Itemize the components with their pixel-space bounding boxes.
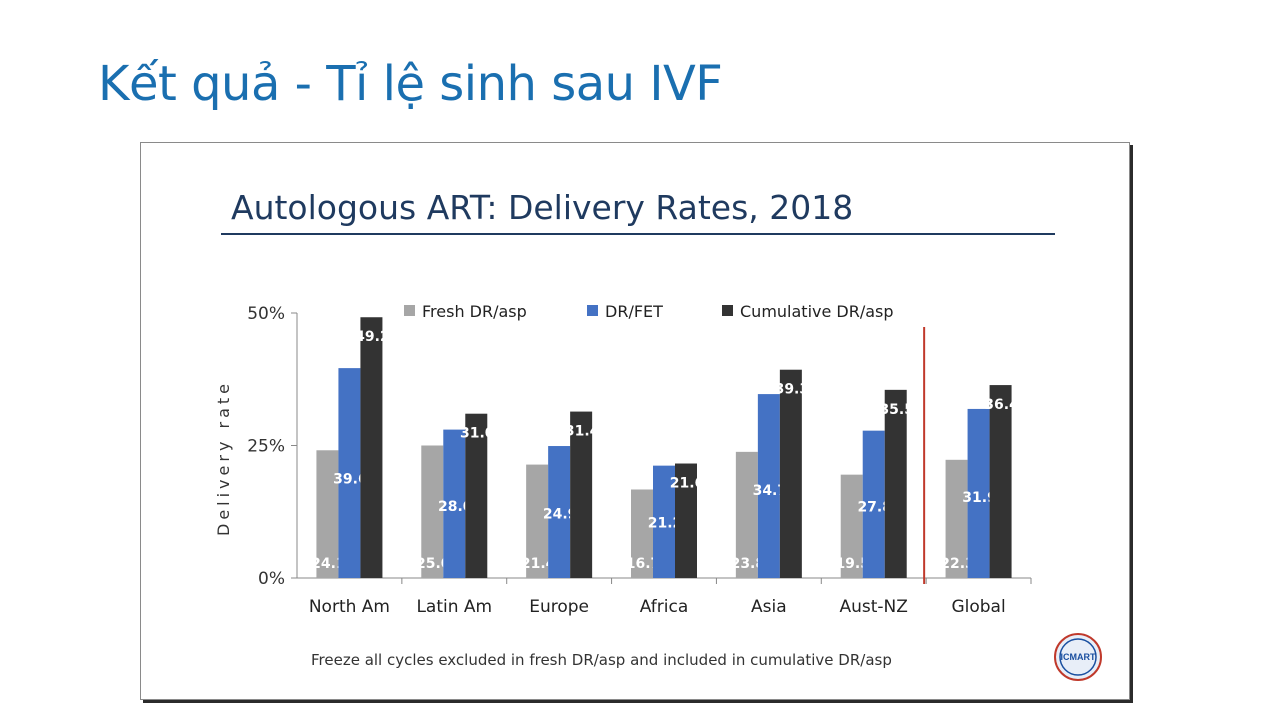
x-category-label: Latin Am bbox=[416, 597, 492, 617]
data-label: 49.2 bbox=[355, 329, 390, 345]
data-label: 25.0 bbox=[416, 556, 451, 572]
data-label: 27.8 bbox=[857, 500, 892, 516]
bar-fet bbox=[653, 465, 675, 578]
x-category-label: Europe bbox=[529, 597, 589, 617]
data-label: 39.3 bbox=[775, 382, 810, 398]
footnote: Freeze all cycles excluded in fresh DR/a… bbox=[311, 651, 892, 669]
legend-label: Cumulative DR/asp bbox=[740, 302, 894, 321]
bar-cumulative bbox=[465, 413, 488, 578]
data-label: 22.3 bbox=[940, 556, 975, 572]
bar-fet bbox=[548, 446, 571, 578]
data-label: 31.4 bbox=[565, 424, 600, 440]
data-label: 31.9 bbox=[962, 490, 997, 506]
x-category-label: Asia bbox=[751, 597, 787, 617]
data-label: 24.9 bbox=[543, 507, 578, 523]
y-tick-label: 0% bbox=[258, 569, 285, 589]
slide-title: Kết quả - Tỉ lệ sinh sau IVF bbox=[98, 56, 723, 112]
chart-bars: 24.1 39.6 49.2 25.0 28.0 31.0 21.4 24.9 31.4 16.7… bbox=[311, 317, 1019, 584]
bar-fet bbox=[443, 429, 466, 578]
data-label: 23.8 bbox=[731, 556, 766, 572]
legend-label: DR/FET bbox=[605, 302, 663, 321]
y-tick-label: 25% bbox=[247, 437, 285, 457]
chart-legend: Fresh DR/asp DR/FET Cumulative DR/asp bbox=[404, 302, 894, 321]
data-label: 21.2 bbox=[648, 515, 683, 531]
bar-cumulative bbox=[884, 389, 907, 578]
data-label: 28.0 bbox=[438, 499, 473, 515]
bar-cumulative bbox=[989, 385, 1012, 578]
bar-fresh bbox=[526, 464, 549, 578]
icmart-logo-icon: ICMART bbox=[1054, 633, 1102, 681]
bar-fresh bbox=[421, 445, 444, 578]
x-category-label: Africa bbox=[640, 597, 689, 617]
data-label: 39.6 bbox=[333, 472, 368, 488]
bar-cumulative bbox=[779, 369, 802, 578]
chart-axes: 0% 25% 50% North Am Latin Am Europe Africa Asia… bbox=[247, 304, 1032, 617]
bar-fet bbox=[967, 408, 990, 578]
bar-fresh bbox=[945, 459, 968, 578]
bar-fet bbox=[757, 394, 780, 578]
data-label: 21.4 bbox=[521, 556, 556, 572]
bar-fet bbox=[338, 368, 361, 578]
chart-title: Autologous ART: Delivery Rates, 2018 bbox=[231, 188, 853, 227]
data-label: 19.5 bbox=[835, 556, 870, 572]
data-label: 21.6 bbox=[670, 476, 705, 492]
data-label: 24.1 bbox=[311, 556, 346, 572]
bar-cumulative bbox=[570, 411, 593, 578]
legend-swatch bbox=[587, 305, 598, 316]
legend-swatch bbox=[404, 305, 415, 316]
bar-fresh bbox=[316, 450, 339, 578]
legend-swatch bbox=[722, 305, 733, 316]
x-category-label: North Am bbox=[309, 597, 390, 617]
data-label: 34.7 bbox=[753, 483, 788, 499]
x-category-label: Global bbox=[951, 597, 1005, 617]
data-label: 16.7 bbox=[626, 556, 661, 572]
data-label: 31.0 bbox=[460, 426, 495, 442]
y-axis-label: Delivery rate bbox=[214, 380, 233, 536]
bar-fresh bbox=[631, 489, 653, 578]
bar-fresh bbox=[840, 474, 863, 578]
delivery-rates-chart: Autologous ART: Delivery Rates, 2018 0% 2… bbox=[214, 188, 1102, 681]
bar-cumulative bbox=[360, 317, 383, 578]
data-label: 36.4 bbox=[984, 397, 1019, 413]
y-tick-label: 50% bbox=[247, 304, 285, 324]
legend-label: Fresh DR/asp bbox=[422, 302, 527, 321]
x-category-label: Aust-NZ bbox=[839, 597, 907, 617]
logo-text: ICMART bbox=[1061, 652, 1096, 662]
chart-figure: Autologous ART: Delivery Rates, 2018 0% 2… bbox=[140, 142, 1130, 700]
bar-fet bbox=[862, 430, 885, 578]
bar-cumulative bbox=[675, 463, 697, 578]
bar-fresh bbox=[735, 451, 758, 578]
data-label: 35.5 bbox=[879, 402, 914, 418]
